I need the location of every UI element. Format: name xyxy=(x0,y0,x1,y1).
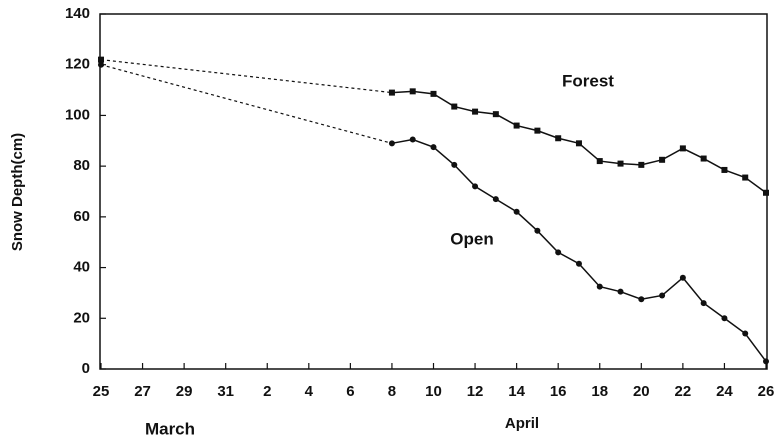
y-tick-label: 60 xyxy=(73,208,90,225)
x-tick-label: 18 xyxy=(591,383,608,400)
x-tick-label: 6 xyxy=(346,383,354,400)
x-tick-label: 31 xyxy=(217,383,234,400)
marker xyxy=(721,315,728,322)
y-axis-label: Snow Depth(cm) xyxy=(9,133,26,251)
marker xyxy=(617,288,624,295)
x-tick-label: 16 xyxy=(550,383,567,400)
marker xyxy=(388,140,395,147)
x-tick-label: 29 xyxy=(176,383,193,400)
marker xyxy=(492,111,499,118)
marker xyxy=(388,89,395,96)
marker xyxy=(763,189,769,196)
x-tick-label: 22 xyxy=(675,383,692,400)
marker xyxy=(430,144,437,151)
month-label: April xyxy=(505,415,539,432)
gap-connector xyxy=(100,59,393,94)
month-label: March xyxy=(145,419,195,438)
x-tick-label: 27 xyxy=(134,383,151,400)
x-tick-label: 12 xyxy=(467,383,484,400)
marker xyxy=(617,160,624,167)
x-tick-label: 26 xyxy=(758,383,775,400)
plot-frame xyxy=(99,13,768,370)
marker xyxy=(513,208,520,215)
marker xyxy=(575,260,582,267)
y-tick-label: 120 xyxy=(65,56,90,73)
marker xyxy=(492,196,499,203)
marker xyxy=(742,330,749,337)
marker xyxy=(596,158,603,165)
marker xyxy=(513,122,520,129)
x-tick-label: 2 xyxy=(263,383,271,400)
marker xyxy=(555,249,562,256)
marker xyxy=(721,166,728,173)
marker xyxy=(679,274,686,281)
marker xyxy=(98,56,104,63)
marker xyxy=(98,61,104,68)
series-line xyxy=(391,138,767,362)
annotation: Open xyxy=(450,229,493,248)
marker xyxy=(679,145,686,152)
marker xyxy=(596,283,603,290)
marker xyxy=(430,90,437,97)
x-tick-label: 8 xyxy=(388,383,396,400)
marker xyxy=(638,296,645,303)
y-tick-label: 40 xyxy=(73,259,90,276)
x-tick-label: 25 xyxy=(93,383,110,400)
marker xyxy=(555,135,562,142)
marker xyxy=(742,174,749,181)
x-tick-label: 20 xyxy=(633,383,650,400)
marker xyxy=(534,227,541,234)
x-tick-label: 10 xyxy=(425,383,442,400)
y-tick-label: 20 xyxy=(73,309,90,326)
marker xyxy=(638,161,645,168)
y-tick-label: 80 xyxy=(73,157,90,174)
y-tick-label: 100 xyxy=(65,106,90,123)
x-tick-label: 14 xyxy=(508,383,525,400)
marker xyxy=(763,358,769,365)
x-tick-label: 24 xyxy=(716,383,733,400)
y-tick-label: 0 xyxy=(82,360,90,377)
marker xyxy=(409,136,416,143)
marker xyxy=(700,300,707,307)
marker xyxy=(451,103,458,110)
marker xyxy=(659,292,666,299)
marker xyxy=(700,155,707,162)
y-tick-label: 140 xyxy=(65,5,90,22)
marker xyxy=(409,88,416,95)
marker xyxy=(472,108,479,115)
marker xyxy=(575,140,582,147)
marker xyxy=(472,183,479,190)
gap-connector xyxy=(100,64,393,144)
annotation: Forest xyxy=(562,71,614,90)
x-tick-label: 4 xyxy=(305,383,314,400)
marker xyxy=(451,161,458,168)
marker xyxy=(659,156,666,163)
marker xyxy=(534,127,541,134)
